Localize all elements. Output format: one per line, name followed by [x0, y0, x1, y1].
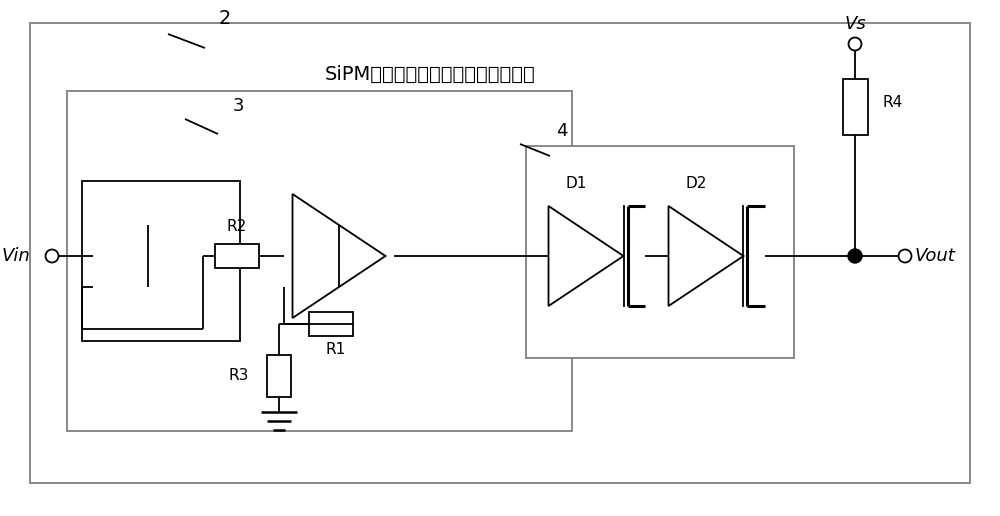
Circle shape — [848, 249, 862, 263]
Bar — [82, 181, 240, 341]
Text: R3: R3 — [229, 368, 249, 383]
Circle shape — [46, 250, 58, 263]
Text: SiPM增益控制装置（温度补偿模块）: SiPM增益控制装置（温度补偿模块） — [325, 64, 535, 84]
Bar — [30, 23, 970, 483]
Bar — [215, 244, 259, 268]
Text: D1: D1 — [565, 176, 587, 191]
Text: R4: R4 — [883, 94, 903, 109]
Text: 4: 4 — [556, 122, 568, 140]
Text: 2: 2 — [219, 8, 231, 27]
Bar — [526, 146, 794, 358]
Circle shape — [849, 38, 862, 51]
Text: 3: 3 — [232, 97, 244, 115]
Bar — [309, 312, 353, 336]
Circle shape — [899, 250, 912, 263]
Bar — [67, 91, 572, 431]
Text: R2: R2 — [227, 218, 247, 234]
Text: D2: D2 — [685, 176, 707, 191]
Bar — [843, 79, 868, 135]
Text: Vout: Vout — [915, 247, 956, 265]
Text: Vin: Vin — [2, 247, 31, 265]
Bar — [267, 355, 291, 397]
Text: Vs: Vs — [844, 15, 866, 33]
Text: R1: R1 — [326, 342, 346, 357]
